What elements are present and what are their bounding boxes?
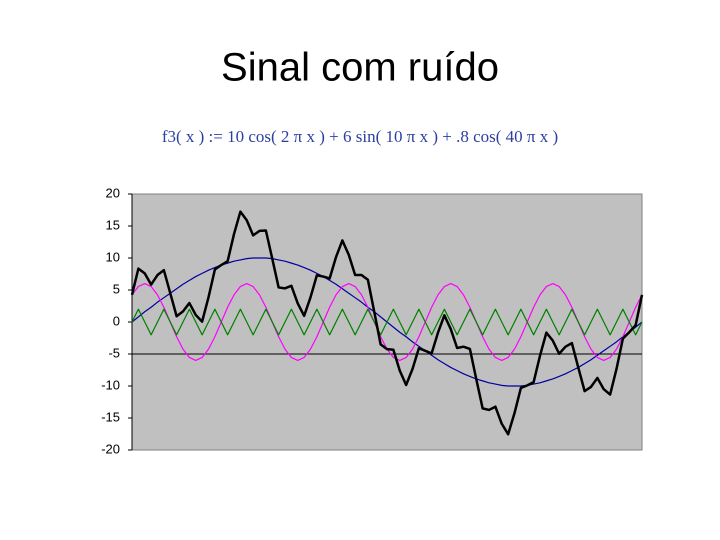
y-tick-label: 15 <box>106 217 120 232</box>
series-line <box>131 308 643 336</box>
y-tick-label: -5 <box>108 345 120 360</box>
y-tick-label: -20 <box>101 441 120 456</box>
y-tick-label: 5 <box>113 281 120 296</box>
y-tick-label: -10 <box>101 377 120 392</box>
chart-title: Sinal com ruído <box>221 46 499 90</box>
series-line <box>130 210 644 436</box>
y-tick-label: -15 <box>101 409 120 424</box>
y-tick-label: 0 <box>113 313 120 328</box>
y-tick-label: 10 <box>106 249 120 264</box>
formula: f3( x ) := 10 cos( 2 π x ) + 6 sin( 10 π… <box>162 127 558 146</box>
y-tick-label: 20 <box>106 185 120 200</box>
